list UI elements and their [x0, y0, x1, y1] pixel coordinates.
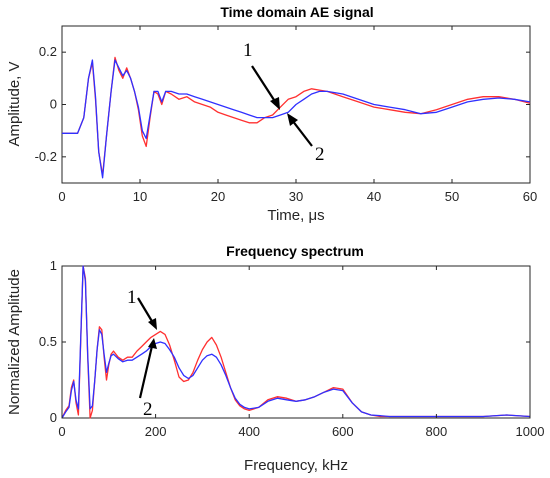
annotation-arrowhead-2: [287, 113, 298, 126]
series-line-1: [61, 265, 531, 419]
x-tick-label: 0: [58, 189, 65, 204]
annotation-label-2: 2: [143, 399, 153, 420]
y-ticks: -0.2 0 0.2: [35, 44, 530, 164]
x-tick-label: 800: [426, 424, 448, 439]
x-tick-label: 40: [367, 189, 381, 204]
annotation-label-1: 1: [243, 40, 253, 61]
y-axis-label: Normalized Amplitude: [6, 269, 23, 415]
x-tick-label: 10: [133, 189, 147, 204]
series-group: [62, 56, 531, 179]
y-tick-label: -0.2: [35, 149, 57, 164]
series-line-2: [61, 265, 531, 419]
x-tick-label: 60: [523, 189, 537, 204]
x-tick-label: 200: [145, 424, 167, 439]
x-tick-label: 30: [289, 189, 303, 204]
chart-title: Frequency spectrum: [226, 243, 364, 259]
x-tick-label: 50: [445, 189, 459, 204]
annotation-arrow-2: [291, 119, 313, 147]
y-tick-label: 0: [50, 410, 57, 425]
series-group: [61, 265, 531, 419]
annotation-arrowhead-1: [270, 97, 280, 110]
annotation-label-1: 1: [127, 287, 137, 308]
annotation-arrow-2: [138, 345, 154, 399]
chart-title: Time domain AE signal: [220, 4, 373, 20]
x-ticks: 0 200 400 600 800 1000: [58, 266, 544, 439]
annotation-arrowhead-1: [148, 318, 157, 330]
plot-frame: [61, 265, 531, 419]
y-tick-label: 0: [50, 97, 57, 112]
y-tick-label: 1: [50, 258, 57, 273]
annotation-arrowhead-2: [148, 338, 157, 349]
y-axis-label: Amplitude, V: [6, 61, 23, 146]
series-line-2: [62, 59, 531, 179]
y-ticks: 00.51: [39, 258, 530, 425]
x-tick-label: 400: [238, 424, 260, 439]
x-tick-label: 600: [332, 424, 354, 439]
y-tick-label: 0.2: [39, 44, 57, 59]
x-tick-label: 1000: [516, 424, 545, 439]
x-ticks: 0 10 20 30 40 50 60: [58, 26, 537, 204]
annotation-label-2: 2: [315, 144, 325, 165]
frequency-spectrum-chart: Frequency spectrum 0 200 400 600 800 1000 00.…: [6, 243, 544, 474]
y-tick-label: 0.5: [39, 334, 57, 349]
x-tick-label: 20: [211, 189, 225, 204]
time-domain-chart: Time domain AE signal 0 10 20 30 40 50 60 -0.2…: [6, 4, 537, 224]
x-axis-label: Frequency, kHz: [244, 457, 348, 474]
x-tick-label: 0: [58, 424, 65, 439]
x-axis-label: Time, μs: [267, 207, 324, 224]
annotation-arrow-1: [137, 297, 154, 324]
annotation-arrow-1: [251, 65, 277, 104]
